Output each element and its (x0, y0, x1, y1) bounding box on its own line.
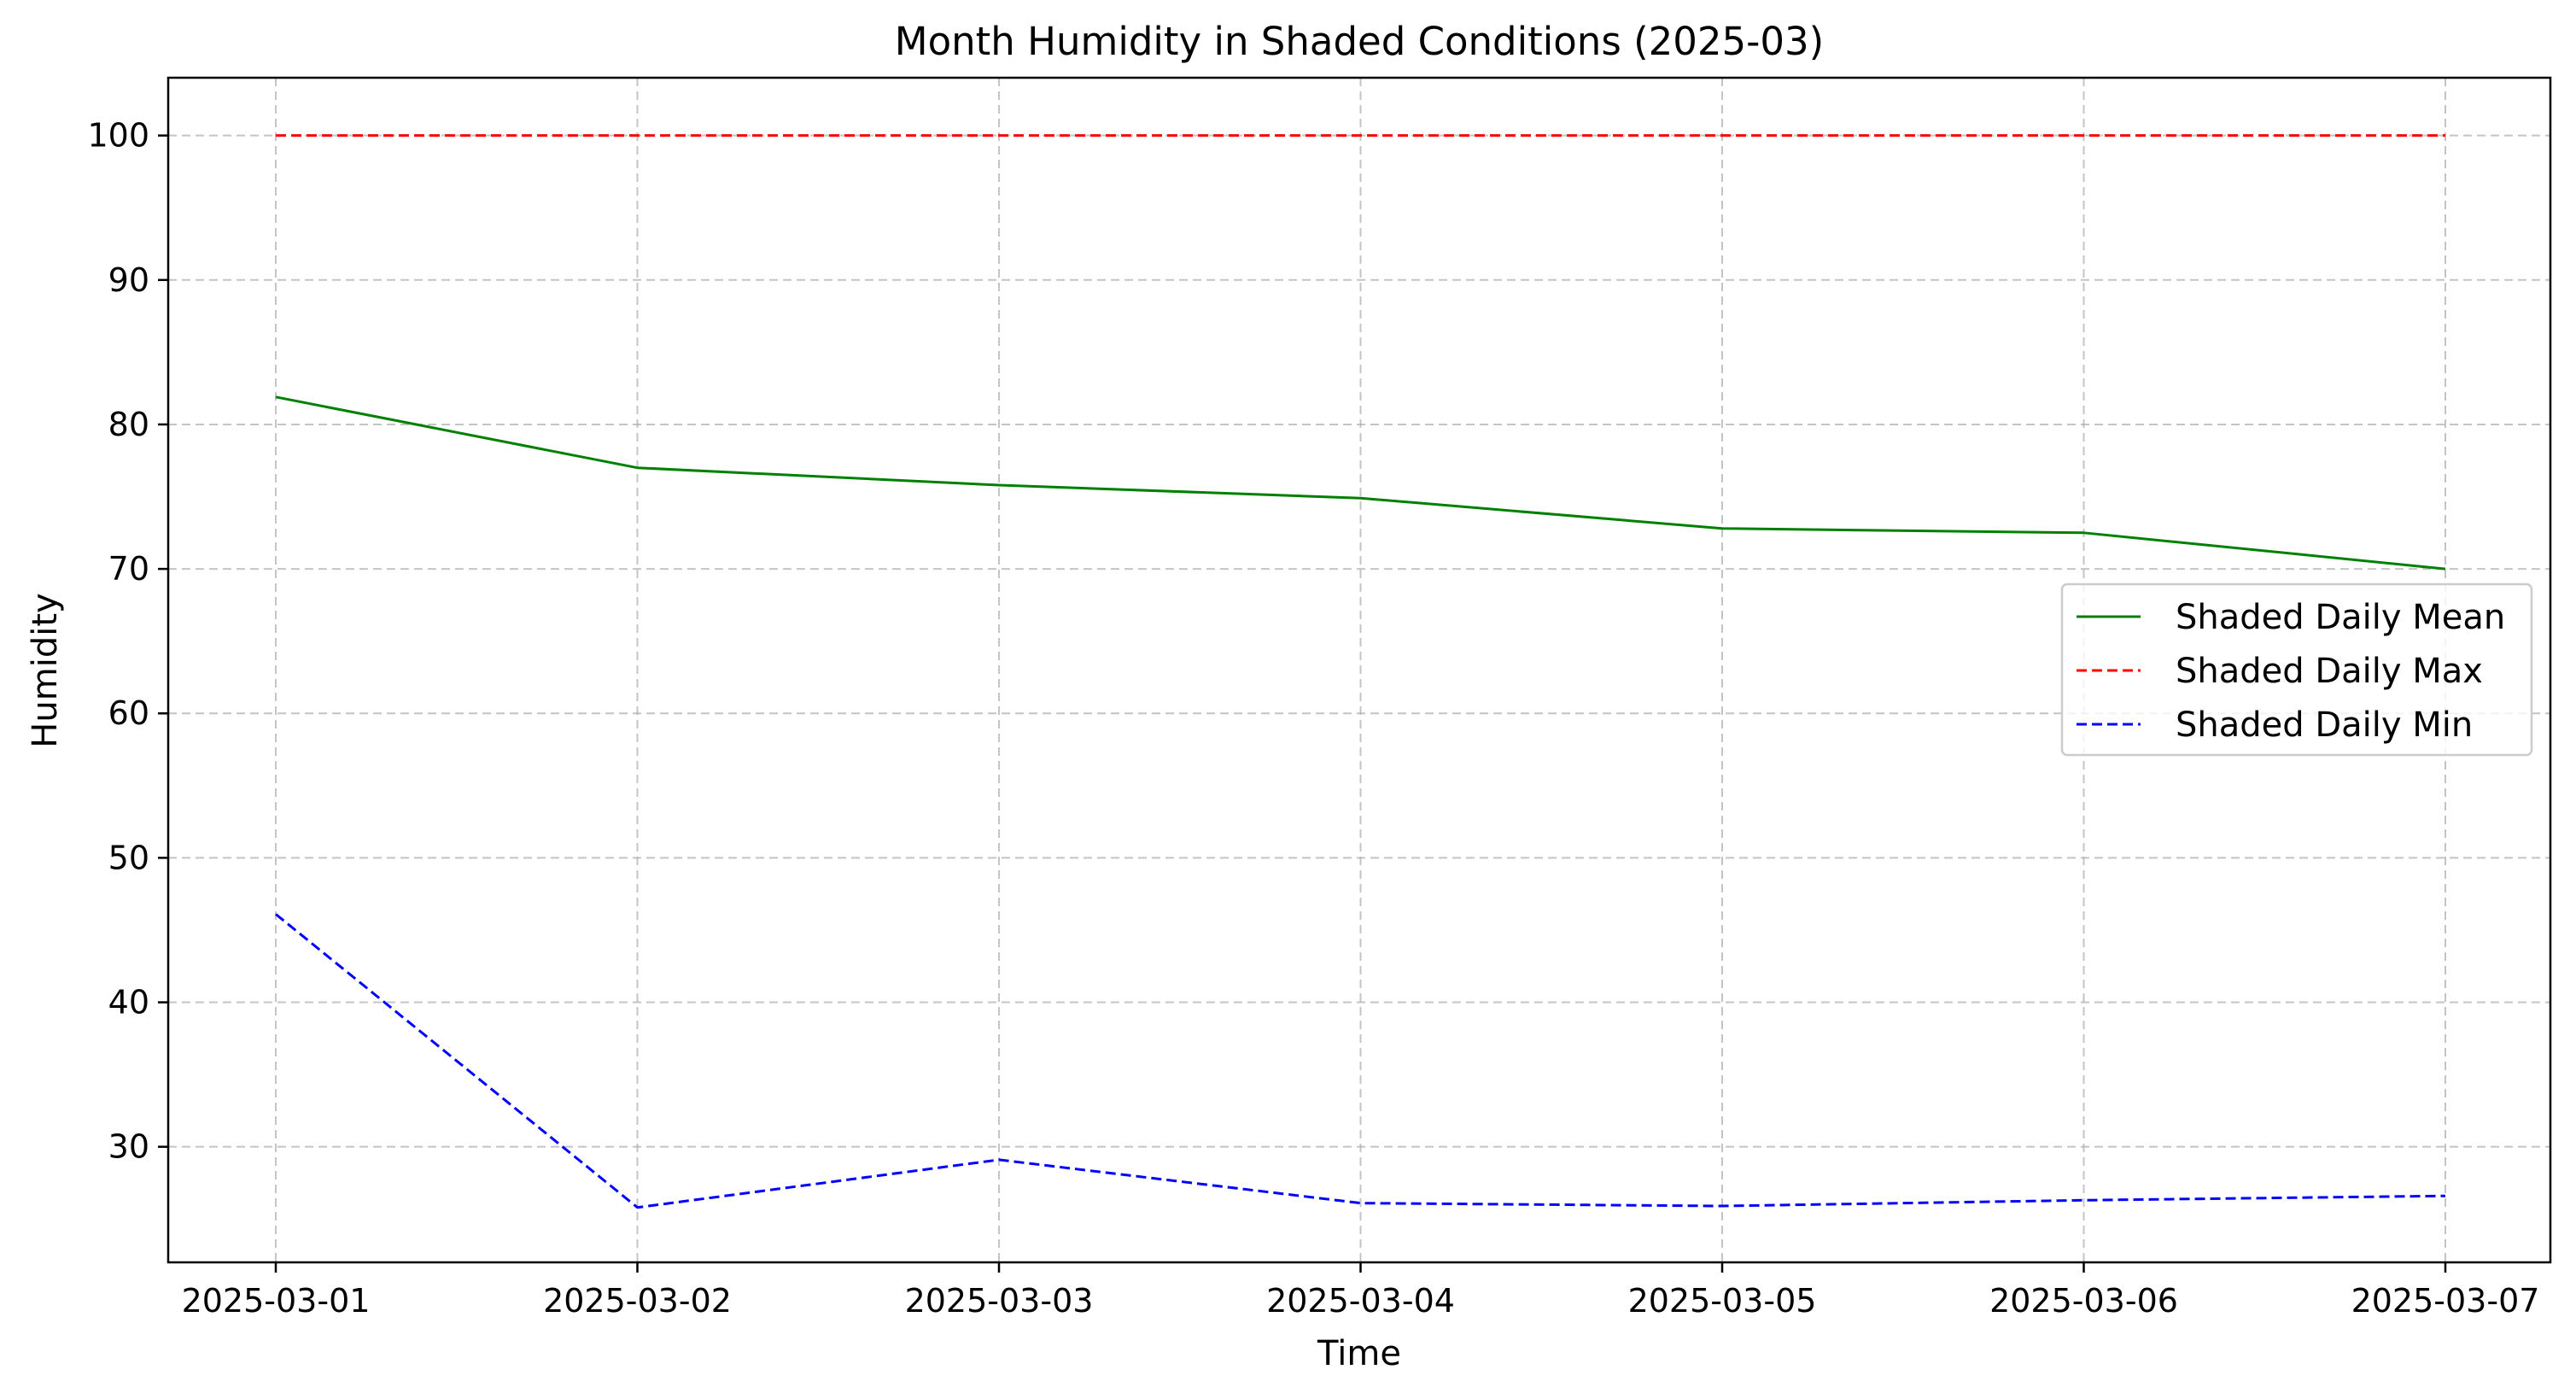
legend: Shaded Daily Mean Shaded Daily Max Shaded … (2060, 582, 2533, 757)
y-tick-label: 90 (108, 261, 149, 299)
x-axis-ticks: 2025-03-01 2025-03-02 2025-03-03 2025-03-04… (182, 1262, 2540, 1320)
legend-label: Shaded Daily Max (2176, 652, 2483, 691)
series-lines (275, 134, 2446, 1209)
x-tick-label: 2025-03-06 (1989, 1282, 2178, 1320)
y-tick-label: 40 (108, 984, 149, 1021)
legend-label: Shaded Daily Min (2176, 705, 2473, 745)
x-tick-label: 2025-03-07 (2351, 1282, 2540, 1320)
x-tick-label: 2025-03-05 (1628, 1282, 1817, 1320)
x-tick-label: 2025-03-04 (1266, 1282, 1455, 1320)
y-axis-label: Humidity (26, 593, 65, 747)
plot-frame (166, 76, 2552, 1264)
y-tick-label: 100 (87, 117, 149, 155)
legend-box (2060, 582, 2533, 757)
y-tick-label: 30 (108, 1128, 149, 1166)
series-line-shaded-daily-mean (275, 395, 2446, 571)
chart-title: Month Humidity in Shaded Conditions (202… (895, 19, 1824, 64)
y-tick-label: 70 (108, 550, 149, 588)
x-tick-label: 2025-03-03 (905, 1282, 1094, 1320)
series-line-shaded-daily-min (275, 913, 2446, 1209)
legend-label: Shaded Daily Mean (2176, 598, 2505, 637)
x-axis-label: Time (1317, 1334, 1401, 1373)
y-tick-label: 60 (108, 694, 149, 732)
y-tick-label: 80 (108, 406, 149, 443)
x-tick-label: 2025-03-01 (182, 1282, 371, 1320)
y-axis-ticks: 30 40 50 60 70 80 90 100 (87, 117, 168, 1166)
y-tick-label: 50 (108, 839, 149, 876)
x-tick-label: 2025-03-02 (543, 1282, 732, 1320)
